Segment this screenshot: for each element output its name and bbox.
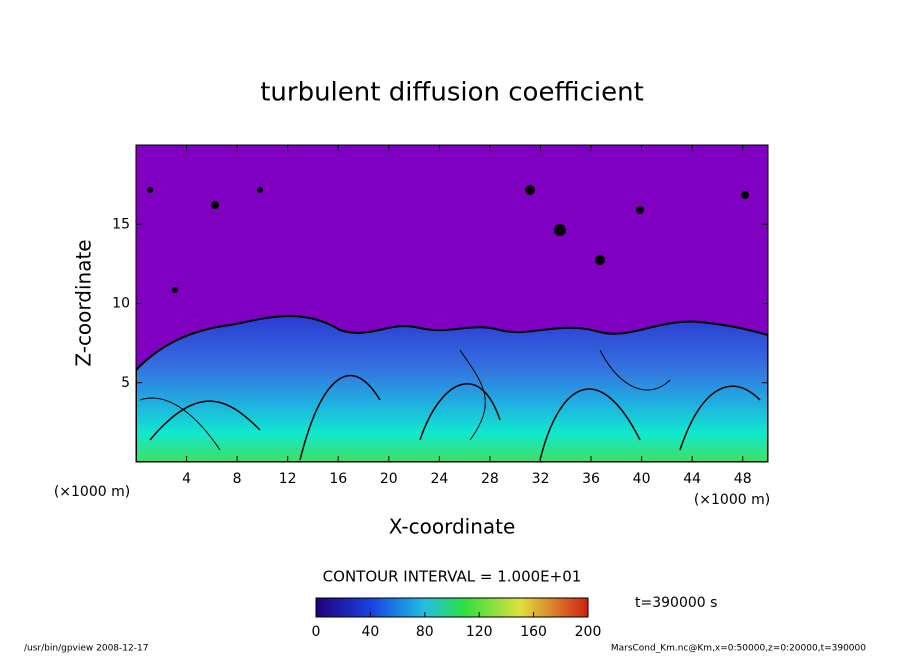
time-label: t=390000 s [635, 595, 717, 611]
x-tick-label: 28 [481, 471, 499, 487]
colorbar [315, 597, 589, 618]
x-tick-label: 40 [633, 471, 651, 487]
x-axis-label: X-coordinate [389, 515, 516, 539]
colorbar-tick-label: 80 [416, 624, 434, 640]
x-tick-label: 36 [582, 471, 600, 487]
x-unit-label: (×1000 m) [694, 492, 770, 508]
y-tick-label: 15 [112, 216, 130, 232]
chart-title: turbulent diffusion coefficient [260, 78, 644, 108]
x-tick-label: 4 [182, 471, 191, 487]
x-tick-label: 16 [329, 471, 347, 487]
colorbar-tick-label: 0 [312, 624, 321, 640]
x-tick-label: 32 [532, 471, 550, 487]
colorbar-tick-label: 160 [520, 624, 547, 640]
colorbar-tick-label: 40 [361, 624, 379, 640]
contour-interval: CONTOUR INTERVAL = 1.000E+01 [323, 568, 582, 586]
y-tick-label: 10 [112, 296, 130, 312]
x-tick-label: 20 [380, 471, 398, 487]
y-axis-label: Z-coordinate [72, 239, 96, 366]
x-tick-label: 8 [233, 471, 242, 487]
colorbar-tick-label: 120 [466, 624, 493, 640]
x-tick-label: 12 [279, 471, 297, 487]
x-tick-label: 24 [430, 471, 448, 487]
x-tick-label: 48 [734, 471, 752, 487]
colorbar-tick-label: 200 [575, 624, 602, 640]
x-unit-label: (×1000 m) [54, 484, 130, 500]
y-tick-label: 5 [121, 375, 130, 391]
contour-field [136, 145, 768, 462]
footer-left: /usr/bin/gpview 2008-12-17 [24, 644, 148, 654]
x-tick-label: 44 [683, 471, 701, 487]
footer-right: MarsCond_Km.nc@Km,x=0:50000,z=0:20000,t=… [611, 644, 866, 654]
